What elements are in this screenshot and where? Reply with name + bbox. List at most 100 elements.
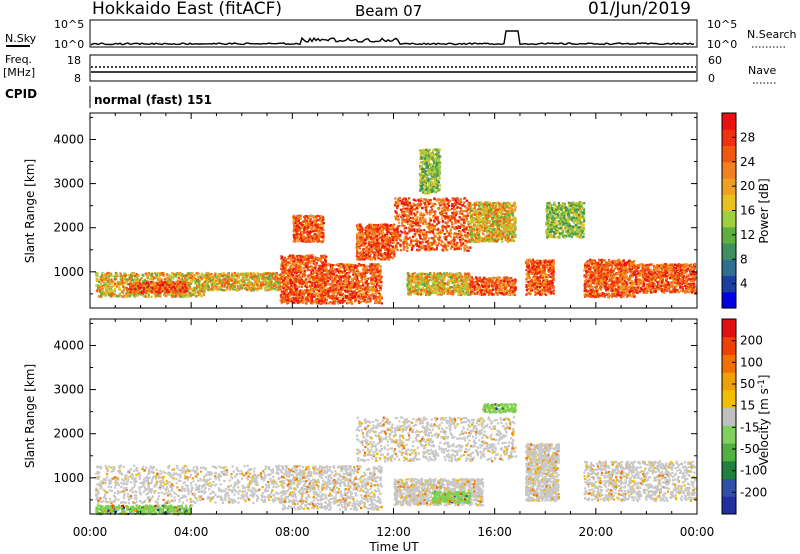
data-cell [348,281,351,284]
data-cell [325,277,328,280]
data-cell [315,229,318,232]
data-cell [227,272,230,275]
data-cell [280,275,283,278]
data-cell [247,285,250,288]
data-cell [154,272,157,275]
data-cell [377,281,381,284]
data-cell [140,293,143,296]
data-cell [356,226,359,230]
data-cell [103,278,106,281]
data-cell [282,267,285,270]
data-cell [155,283,158,286]
data-cell [377,248,380,251]
data-cell [294,258,297,261]
data-cell [318,276,321,280]
data-cell [157,272,160,275]
data-cell [328,273,331,276]
data-cell [232,288,235,291]
data-cell [231,275,234,279]
data-cell [379,251,382,254]
data-cell [401,198,405,201]
data-cell [355,254,358,257]
data-cell [279,277,282,281]
data-cell [290,284,293,287]
data-cell [206,271,209,275]
data-cell [288,287,291,290]
data-cell [238,282,241,285]
data-cell [195,282,198,285]
data-cell [372,234,375,237]
data-cell [457,237,460,240]
data-cell [363,254,366,257]
data-cell [356,235,359,238]
data-cell [372,239,376,242]
data-cell [279,281,282,284]
data-cell [358,247,361,250]
data-cell [368,293,371,296]
data-cell [307,225,310,228]
data-cell [318,297,321,300]
data-cell [380,295,383,298]
data-cell [298,278,301,281]
data-cell [325,274,328,277]
data-cell [454,244,457,247]
data-cell [358,301,361,304]
data-cell [296,230,299,233]
data-cell [292,240,295,243]
data-cell [138,292,141,295]
data-cell [306,298,309,301]
data-cell [357,263,360,267]
data-cell [317,236,320,239]
data-cell [375,264,378,267]
data-cell [294,268,297,271]
data-cell [380,302,383,305]
data-cell [366,271,369,274]
data-cell [338,278,341,281]
data-cell [177,273,180,276]
data-cell [157,276,160,279]
data-cell [276,289,279,292]
data-cell [148,288,151,291]
data-cell [315,235,318,238]
data-cell [393,231,396,234]
data-cell [337,302,340,305]
data-cell [378,246,381,249]
data-cell [333,302,336,305]
data-cell [245,286,248,289]
data-cell [352,285,356,288]
data-cell [216,288,219,291]
data-cell [348,283,351,286]
data-cell [103,276,106,279]
data-cell [206,274,209,277]
data-cell [196,272,199,275]
data-cell [379,272,382,275]
data-cell [429,209,432,212]
data-cell [97,295,101,298]
data-cell [201,287,205,290]
data-cell [364,267,367,270]
data-cell [378,269,381,272]
data-cell [263,273,266,276]
data-cell [420,229,423,232]
data-cell [282,300,285,303]
data-cell [287,270,290,274]
data-cell [350,286,353,290]
data-cell [124,295,127,298]
data-cell [342,295,345,299]
data-cell [345,296,348,299]
data-cell [359,228,362,231]
data-cell [387,228,391,231]
data-cell [381,242,384,245]
data-cell [258,277,261,280]
nave-label: Nave [748,64,776,77]
data-cell [402,241,405,244]
data-cell [293,238,296,241]
data-cell [329,289,332,292]
data-cell [348,275,351,278]
data-cell [389,227,392,230]
data-cell [292,267,296,270]
data-cell [466,236,469,240]
data-cell [414,234,417,238]
data-cell [178,292,181,295]
data-cell [299,256,302,259]
